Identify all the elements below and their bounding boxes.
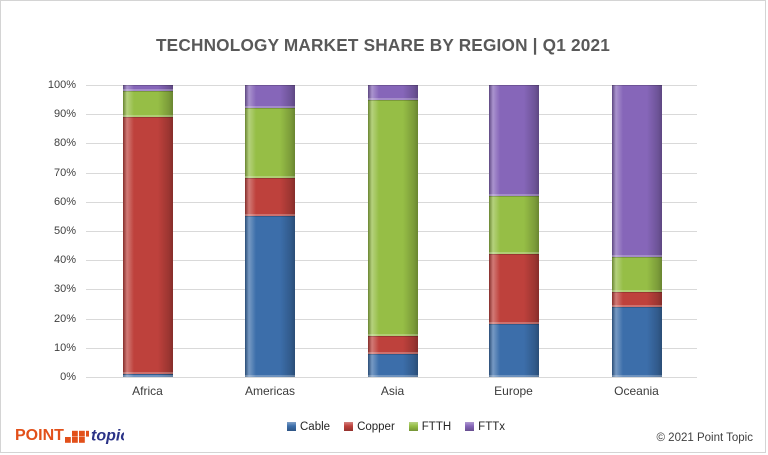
svg-text:topic: topic <box>91 428 124 445</box>
svg-text:POINT: POINT <box>15 427 64 444</box>
